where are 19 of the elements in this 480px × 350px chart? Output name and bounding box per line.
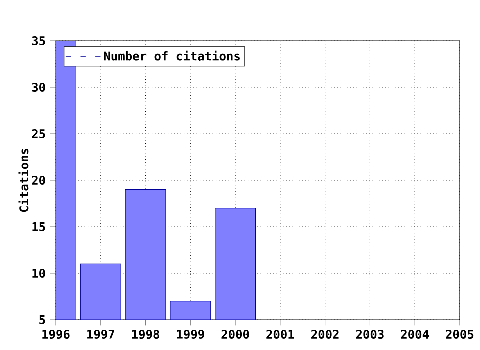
x-tick-label: 1999 — [177, 330, 204, 339]
x-tick-label: 2004 — [401, 330, 429, 340]
y-tick-label: 10 — [32, 268, 46, 278]
x-tick-label: 2001 — [266, 330, 294, 340]
y-tick-label: 35 — [32, 36, 46, 46]
legend-label: Number of citations — [104, 50, 240, 61]
x-tick-label: 1997 — [88, 330, 114, 339]
y-tick-label: 30 — [32, 82, 46, 92]
y-tick-label: 5 — [40, 316, 46, 324]
y-tick-label: 15 — [32, 222, 46, 232]
y-axis-title: Citations — [18, 148, 29, 212]
x-tick-label: 2000 — [222, 330, 250, 340]
x-tick-label: 2002 — [312, 330, 339, 340]
y-tick-label: 25 — [32, 129, 46, 139]
y-tick-label: 20 — [32, 176, 46, 186]
x-tick-label: 2003 — [356, 330, 384, 340]
x-tick-label: 1998 — [132, 330, 160, 340]
x-tick-label: 1996 — [42, 330, 70, 340]
x-tick-label: 2005 — [446, 330, 474, 340]
